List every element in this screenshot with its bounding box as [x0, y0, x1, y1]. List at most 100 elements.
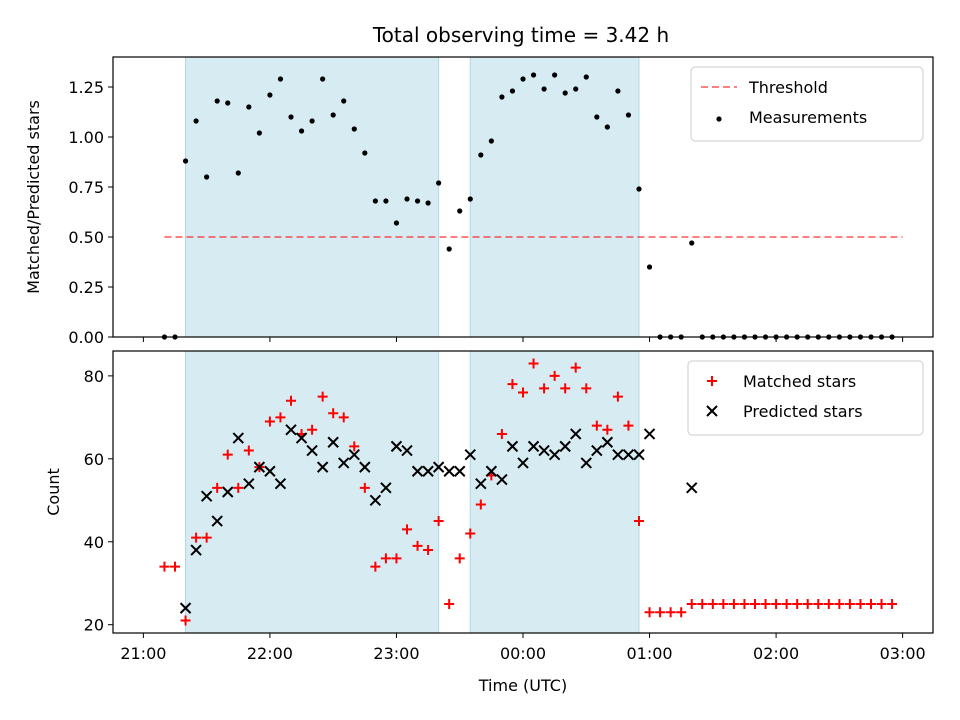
predicted-star-point	[274, 477, 287, 490]
predicted-star-point	[506, 440, 519, 453]
matched-star-point	[570, 362, 581, 373]
matched-star-point	[549, 370, 560, 381]
measurement-point	[615, 88, 621, 94]
measurement-point	[520, 76, 526, 82]
matched-star-point	[865, 598, 876, 609]
measurement-point	[499, 94, 505, 100]
measurement-point	[372, 198, 378, 204]
measurement-point	[436, 180, 442, 186]
matched-star-point	[602, 424, 613, 435]
measurement-point	[393, 220, 400, 226]
matched-star-point	[212, 482, 223, 493]
predicted-star-point	[316, 461, 329, 473]
predicted-star-point	[390, 440, 403, 453]
observing-interval-2	[469, 56, 640, 338]
y-tick-label: 40	[84, 533, 104, 552]
matched-star-point	[328, 408, 339, 419]
measurement-point	[267, 92, 273, 98]
predicted-star-point	[253, 461, 266, 473]
matched-star-point	[465, 528, 476, 539]
y-tick-label: 1.25	[68, 78, 104, 97]
matched-star-point	[781, 598, 792, 609]
predicted-star-point	[190, 544, 202, 556]
matched-star-point	[370, 561, 381, 572]
observing-interval-2	[469, 350, 640, 634]
predicted-star-point	[643, 428, 656, 440]
matched-star-point	[665, 607, 676, 618]
predicted-star-point	[485, 465, 498, 477]
x-tick-label: 03:00	[880, 644, 926, 663]
matched-star-point	[581, 383, 592, 394]
measurement-point	[383, 198, 389, 204]
measurement-point	[320, 76, 326, 82]
matched-star-point	[507, 379, 518, 390]
legend-predicted-swatch	[706, 405, 718, 417]
matched-star-point	[876, 598, 887, 609]
chart-title: Total observing time = 3.42 h	[372, 23, 669, 47]
legend-label: Measurements	[749, 108, 867, 127]
measurement-point	[625, 112, 632, 118]
matched-star-point	[222, 449, 233, 460]
legend: Matched stars Predicted stars	[687, 360, 924, 436]
predicted-star-point	[601, 436, 614, 448]
matched-star-point	[391, 553, 402, 564]
predicted-star-point	[454, 465, 466, 477]
matched-star-point	[170, 561, 181, 572]
predicted-star-point	[179, 602, 192, 614]
y-tick-label: 0.00	[68, 328, 104, 347]
y-tick-label: 0.50	[68, 228, 104, 247]
measurement-point	[689, 240, 695, 246]
matched-star-point	[496, 428, 507, 439]
measurement-point	[235, 170, 241, 176]
matched-star-point	[454, 553, 465, 564]
measurement-point	[425, 200, 431, 206]
predicted-star-point	[348, 448, 360, 461]
predicted-star-point	[538, 444, 550, 457]
matched-star-point	[728, 598, 739, 609]
measurement-point	[457, 208, 463, 214]
predicted-star-point	[580, 457, 592, 469]
x-tick-label: 23:00	[373, 644, 419, 663]
predicted-star-point	[380, 482, 392, 494]
matched-star-point	[623, 420, 634, 431]
predicted-star-point	[295, 432, 308, 444]
measurement-point	[256, 130, 262, 136]
legend: Threshold Measurements	[690, 66, 924, 142]
predicted-star-point	[338, 457, 350, 469]
y-tick-label: 0.75	[68, 178, 104, 197]
legend-label: Predicted stars	[743, 402, 863, 421]
predicted-star-point	[591, 444, 603, 457]
matched-star-point	[718, 598, 729, 609]
measurement-point	[583, 74, 589, 80]
matched-star-point	[359, 482, 370, 493]
measurement-point	[530, 72, 537, 78]
measurement-point	[594, 114, 600, 120]
predicted-star-point	[411, 465, 424, 477]
matched-star-point	[201, 532, 212, 543]
measurement-point	[309, 118, 315, 124]
matched-star-point	[655, 607, 666, 618]
measurement-point	[225, 100, 231, 106]
matched-star-point	[275, 412, 286, 423]
matched-star-point	[159, 561, 170, 572]
predicted-star-point	[475, 477, 487, 490]
measurement-point	[552, 72, 558, 78]
y-tick-label: 1.00	[68, 128, 104, 147]
measurement-point	[541, 86, 547, 92]
ratio-panel: 0.00 0.25 0.50 0.75 1.00 1.25 Matched/Predicte…	[24, 56, 934, 347]
x-tick-label: 21:00	[120, 644, 166, 663]
counts-panel: 20 40 60 80 21:00 22:00 23:00 00:00 01:00 02:00 03…	[44, 350, 934, 695]
predicted-star-point	[517, 457, 529, 469]
measurement-point	[562, 90, 568, 96]
matched-star-point	[697, 598, 708, 609]
matched-star-point	[676, 607, 687, 618]
predicted-star-point	[570, 428, 582, 440]
measurement-point	[298, 128, 305, 134]
x-tick-label: 01:00	[626, 644, 672, 663]
predicted-star-point	[285, 424, 297, 436]
measurement-point	[573, 86, 579, 92]
predicted-star-point	[369, 494, 382, 507]
predicted-star-point	[496, 473, 508, 486]
measurement-point	[277, 76, 284, 82]
